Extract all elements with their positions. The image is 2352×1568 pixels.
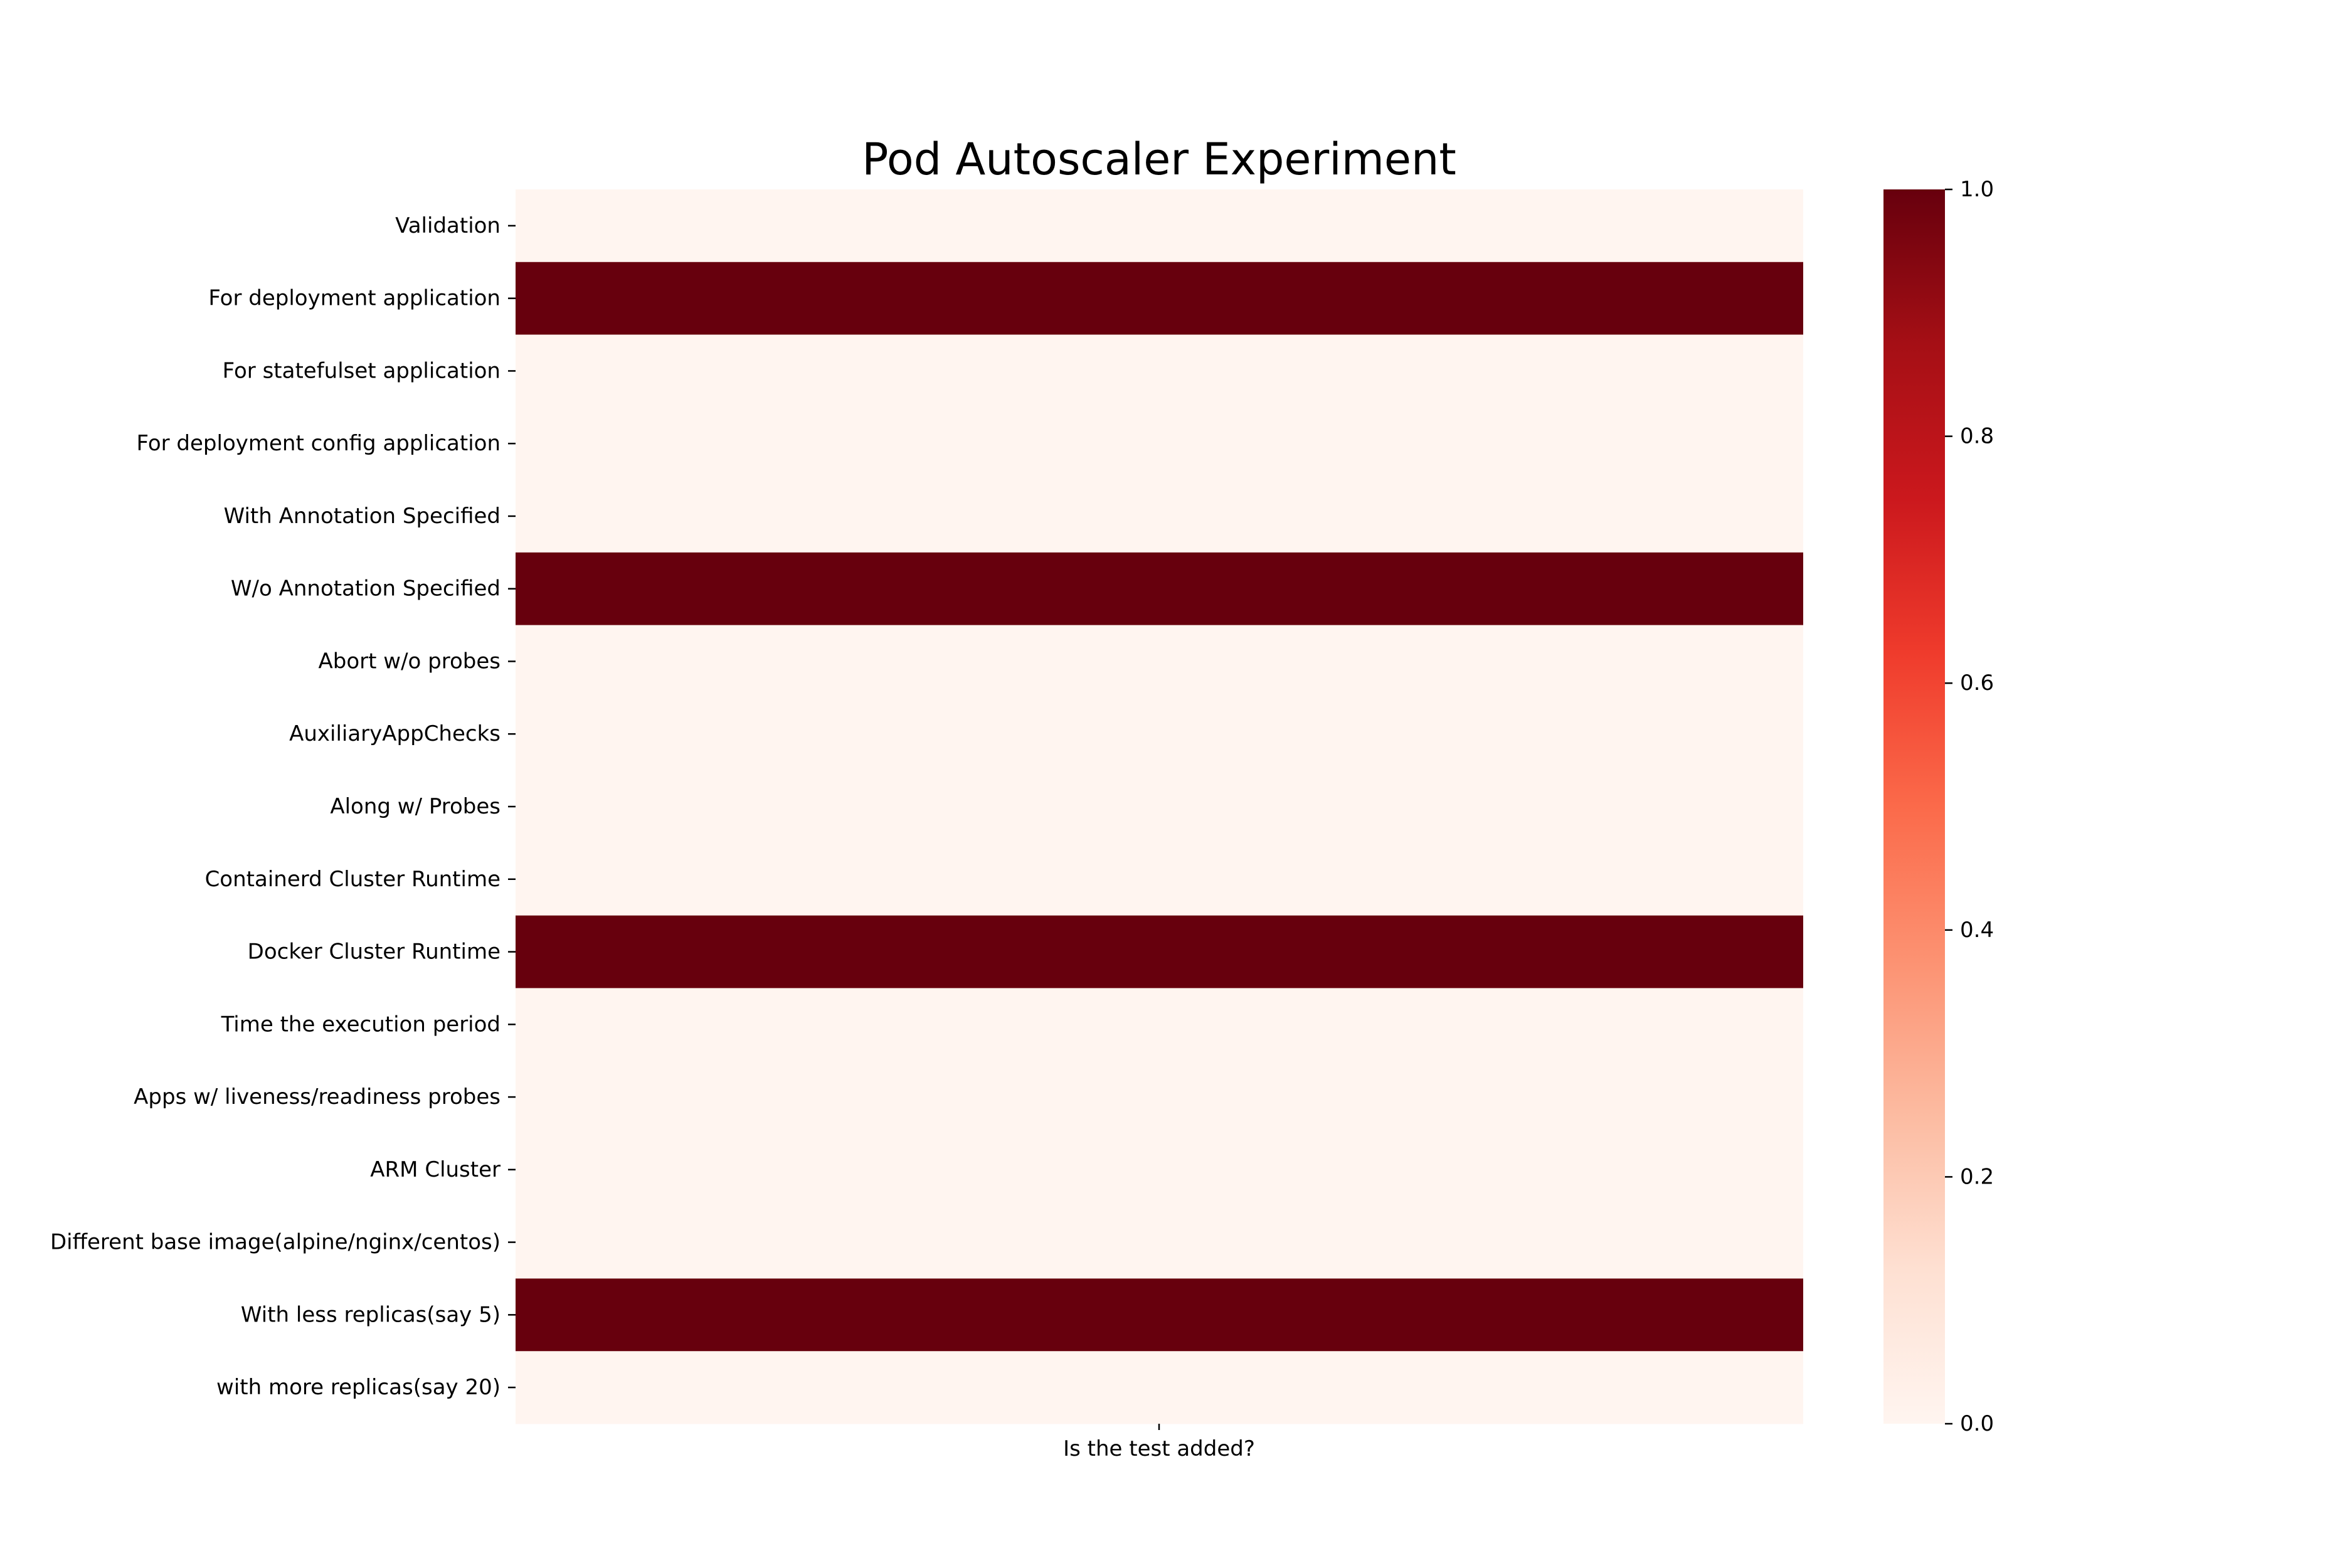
colorbar-ticks: 0.0 0.2 0.4 0.6 0.8 1.0 (1945, 177, 1994, 1436)
row-label: Time the execution period (221, 1012, 501, 1037)
heatmap-cell (516, 334, 1803, 408)
row-label: W/o Annotation Specified (231, 576, 501, 601)
x-axis-label: Is the test added? (1063, 1436, 1255, 1461)
row-label: Docker Cluster Runtime (248, 940, 501, 965)
row-label: Abort w/o probes (319, 649, 501, 674)
heatmap-cell (516, 407, 1803, 480)
heatmap-cell (516, 1133, 1803, 1207)
row-label: Validation (395, 213, 501, 238)
colorbar-tick-label: 0.8 (1960, 424, 1994, 449)
heatmap-cell (516, 697, 1803, 771)
row-label: For deployment application (208, 286, 501, 311)
heatmap-cell (516, 842, 1803, 916)
row-label: Different base image(alpine/nginx/centos… (50, 1230, 501, 1255)
row-label: ARM Cluster (370, 1157, 501, 1182)
colorbar-tick-label: 0.2 (1960, 1164, 1994, 1189)
row-label: With Annotation Specified (224, 504, 501, 529)
colorbar-tick-label: 1.0 (1960, 177, 1994, 202)
heatmap-cell (516, 625, 1803, 698)
chart-title: Pod Autoscaler Experiment (862, 134, 1456, 185)
heatmap-cell (516, 262, 1803, 336)
heatmap-cell (516, 770, 1803, 844)
row-label: with more replicas(say 20) (216, 1375, 501, 1400)
row-label: Apps w/ liveness/readiness probes (134, 1084, 501, 1110)
row-label: With less replicas(say 5) (241, 1302, 501, 1327)
heatmap-cell (516, 189, 1803, 263)
heatmap-cell (516, 1061, 1803, 1134)
row-label: For deployment config application (136, 431, 501, 456)
colorbar (1883, 189, 1945, 1424)
row-labels: Validation For deployment application For … (50, 213, 516, 1400)
heatmap-cell (516, 480, 1803, 553)
row-label: For statefulset application (223, 358, 501, 383)
heatmap-cells (516, 189, 1803, 1424)
heatmap-cell (516, 988, 1803, 1061)
colorbar-tick-label: 0.0 (1960, 1411, 1994, 1436)
heatmap-cell (516, 552, 1803, 626)
colorbar-tick-label: 0.6 (1960, 670, 1994, 696)
row-label: Containerd Cluster Runtime (205, 867, 501, 892)
row-label: AuxiliaryAppChecks (289, 721, 501, 746)
colorbar-tick-label: 0.4 (1960, 918, 1994, 943)
heatmap-cell (516, 915, 1803, 988)
heatmap-cell (516, 1205, 1803, 1279)
heatmap-cell (516, 1278, 1803, 1352)
row-label: Along w/ Probes (330, 794, 501, 819)
heatmap-cell (516, 1351, 1803, 1424)
